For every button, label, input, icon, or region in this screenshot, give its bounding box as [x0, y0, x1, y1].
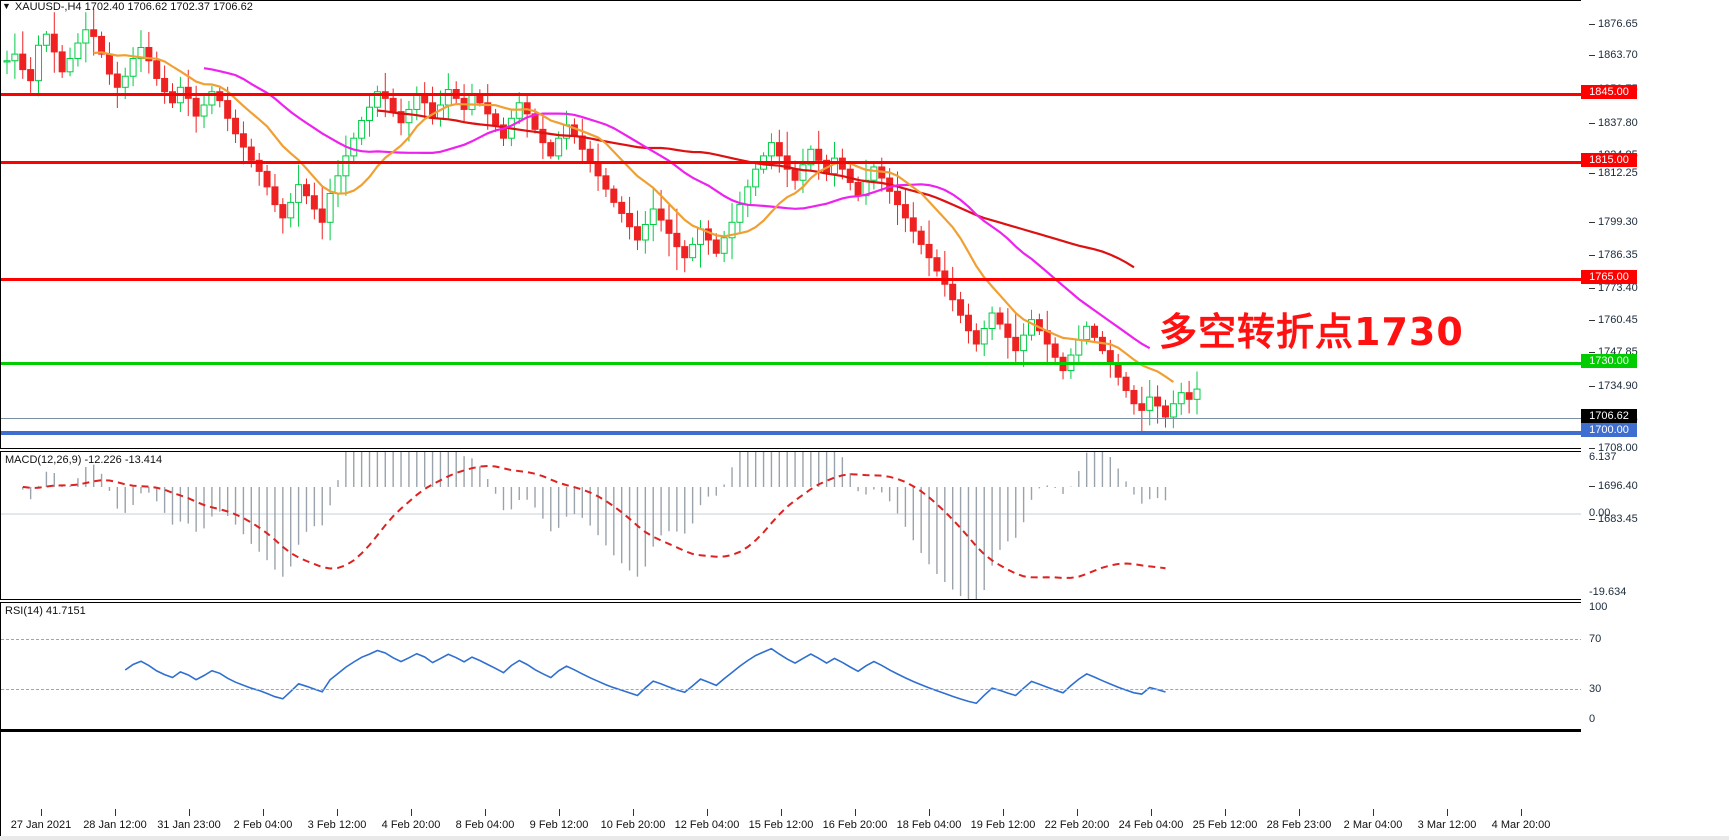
time-axis-line: [1, 731, 1583, 732]
price-tick-1837.80: 1837.80: [1589, 117, 1638, 129]
time-tick-mark: [263, 809, 264, 816]
indicator-tick-30: 30: [1589, 683, 1602, 695]
price-pane[interactable]: 多空转折点1730: [0, 0, 1582, 449]
indicator-tick-0: 0: [1589, 713, 1596, 725]
time-label: 27 Jan 2021: [10, 819, 72, 831]
time-label: 18 Feb 04:00: [896, 819, 962, 831]
price-tick-1812.25: 1812.25: [1589, 167, 1638, 179]
time-label: 28 Jan 12:00: [83, 819, 147, 831]
rsi-series: [124, 647, 1166, 705]
price-tick-1786.35: 1786.35: [1589, 249, 1638, 261]
indicator-tick-0.00: 0.00: [1589, 507, 1611, 519]
rsi-line: [124, 647, 1166, 705]
symbol-header[interactable]: ▼ XAUUSD-,H4 1702.40 1706.62 1702.37 1706…: [2, 1, 253, 13]
rsi-label: RSI(14) 41.7151: [5, 605, 86, 617]
time-tick-mark: [707, 809, 708, 816]
time-label: 22 Feb 20:00: [1044, 819, 1110, 831]
time-label: 3 Mar 12:00: [1417, 819, 1477, 831]
time-tick-mark: [1003, 809, 1004, 816]
time-label: 4 Mar 20:00: [1491, 819, 1551, 831]
price-axis[interactable]: 1876.651863.701850.751837.801824.851812.…: [1581, 0, 1729, 840]
level-line-1730[interactable]: [1, 362, 1581, 365]
pane-divider: [0, 730, 1729, 731]
time-label: 24 Feb 04:00: [1118, 819, 1184, 831]
time-tick-mark: [485, 809, 486, 816]
time-label: 2 Mar 04:00: [1343, 819, 1403, 831]
price-tick-1734.90: 1734.90: [1589, 380, 1638, 392]
macd-label: MACD(12,26,9) -12.226 -13.414: [5, 454, 163, 466]
price-tick-1863.70: 1863.70: [1589, 49, 1638, 61]
time-label: 28 Feb 23:00: [1266, 819, 1332, 831]
indicator-tick--19.634: -19.634: [1589, 586, 1627, 598]
time-tick-mark: [559, 809, 560, 816]
price-plot[interactable]: 多空转折点1730: [1, 1, 1581, 448]
time-label: 9 Feb 12:00: [529, 819, 589, 831]
time-tick-mark: [1151, 809, 1152, 816]
price-tick-1760.45: 1760.45: [1589, 314, 1638, 326]
price-tick-1683.45: 1683.45: [1589, 513, 1638, 525]
macd-series: [1, 452, 1581, 599]
rsi-guide-70: [1, 639, 1583, 640]
chevron-down-icon[interactable]: ▼: [2, 1, 11, 11]
time-tick-mark: [189, 809, 190, 816]
time-label: 8 Feb 04:00: [455, 819, 515, 831]
level-line-1700[interactable]: [1, 431, 1581, 435]
time-tick-mark: [929, 809, 930, 816]
price-tick-1708.00: 1708.00: [1589, 442, 1638, 454]
price-tag-1706.62[interactable]: 1706.62: [1581, 409, 1637, 423]
rsi-guide-30: [1, 689, 1583, 690]
macd-histogram: [22, 452, 1167, 599]
price-tag-1845.00[interactable]: 1845.00: [1581, 85, 1637, 99]
price-tick-1696.40: 1696.40: [1589, 480, 1638, 492]
level-line-1815[interactable]: [1, 161, 1581, 164]
time-tick-mark: [1373, 809, 1374, 816]
time-label: 25 Feb 12:00: [1192, 819, 1258, 831]
time-label: 4 Feb 20:00: [381, 819, 441, 831]
time-tick-mark: [115, 809, 116, 816]
macd-pane[interactable]: MACD(12,26,9) -12.226 -13.414: [0, 451, 1582, 600]
time-label: 15 Feb 12:00: [748, 819, 814, 831]
footer-strip: [0, 836, 1729, 840]
price-tag-1765.00[interactable]: 1765.00: [1581, 270, 1637, 284]
price-tick-1773.40: 1773.40: [1589, 282, 1638, 294]
price-tick-1876.65: 1876.65: [1589, 18, 1638, 30]
time-label: 12 Feb 04:00: [674, 819, 740, 831]
time-tick-mark: [337, 809, 338, 816]
ma-orange-line: [93, 51, 1175, 383]
level-line-1765[interactable]: [1, 278, 1581, 281]
price-tag-1700.00[interactable]: 1700.00: [1581, 423, 1637, 437]
time-label: 19 Feb 12:00: [970, 819, 1036, 831]
time-tick-mark: [1447, 809, 1448, 816]
indicator-tick-100: 100: [1589, 601, 1608, 613]
time-tick-mark: [855, 809, 856, 816]
current-price-line: [1, 418, 1581, 419]
annotation-text: 多空转折点1730: [1159, 310, 1464, 354]
price-tick-1799.30: 1799.30: [1589, 216, 1638, 228]
time-axis[interactable]: 27 Jan 2021 28 Jan 12:00 31 Jan 23:00 2 Feb…: [0, 731, 1583, 840]
time-tick-mark: [1225, 809, 1226, 816]
time-tick-mark: [1077, 809, 1078, 816]
candlestick-series: [3, 9, 1201, 433]
symbol-header-text: XAUUSD-,H4 1702.40 1706.62 1702.37 1706.…: [14, 1, 253, 13]
price-tag-1730.00[interactable]: 1730.00: [1581, 354, 1637, 368]
time-label: 31 Jan 23:00: [157, 819, 221, 831]
time-tick-mark: [1299, 809, 1300, 816]
time-label: 16 Feb 20:00: [822, 819, 888, 831]
time-tick-mark: [781, 809, 782, 816]
indicator-tick-6.137: 6.137: [1589, 451, 1617, 463]
price-tag-1815.00[interactable]: 1815.00: [1581, 153, 1637, 167]
time-label: 10 Feb 20:00: [600, 819, 666, 831]
time-tick-mark: [411, 809, 412, 816]
time-tick-mark: [633, 809, 634, 816]
rsi-pane[interactable]: RSI(14) 41.7151: [0, 602, 1583, 730]
time-label: 2 Feb 04:00: [233, 819, 293, 831]
macd-signal-line: [22, 464, 1166, 579]
time-tick-mark: [1521, 809, 1522, 816]
time-label: 3 Feb 12:00: [307, 819, 367, 831]
level-line-1845[interactable]: [1, 93, 1581, 96]
indicator-tick-70: 70: [1589, 633, 1602, 645]
time-tick-mark: [41, 809, 42, 816]
ma-magenta-line: [203, 67, 1151, 350]
